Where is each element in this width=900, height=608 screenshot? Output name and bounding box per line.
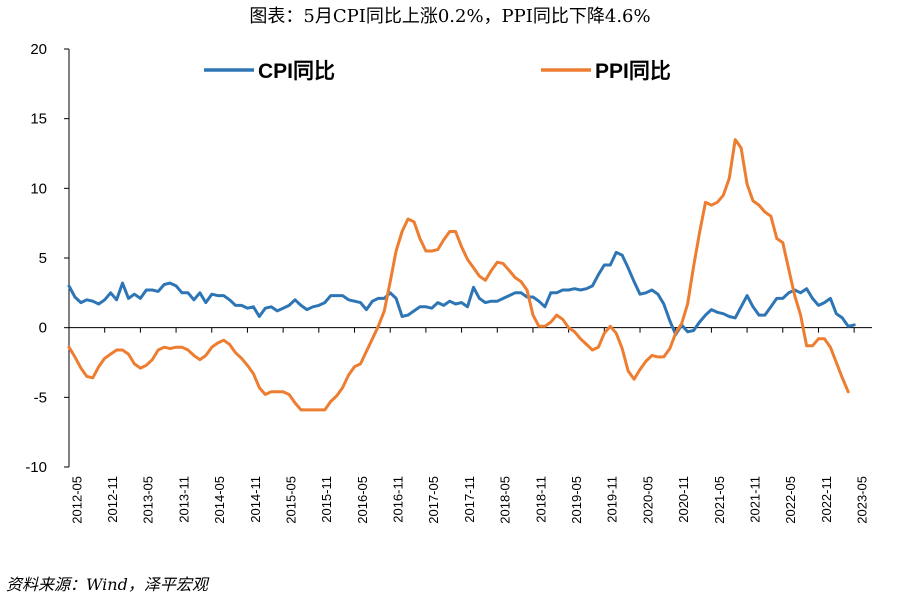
x-tick-label: 2016-05 (355, 476, 370, 524)
axes: -10 -5 0 5 10 15 20 2012-05 2012-11 2013-05 2013-1… (25, 41, 872, 524)
x-tick-label: 2014-11 (248, 476, 263, 523)
y-tick-label: 20 (30, 41, 47, 58)
x-tick-label: 2015-05 (283, 476, 298, 524)
chart-title: 图表：5月CPI同比上涨0.2%，PPI同比下降4.6% (249, 6, 651, 27)
x-tick-label: 2021-11 (747, 476, 762, 523)
legend: CPI同比 PPI同比 (204, 60, 671, 83)
y-tick-label: 10 (30, 180, 47, 197)
x-tick-label: 2012-05 (69, 476, 84, 524)
legend-label-ppi: PPI同比 (595, 60, 671, 83)
x-tick-label: 2023-05 (855, 476, 870, 524)
y-tick-label: -10 (25, 459, 47, 476)
x-tick-label: 2022-11 (819, 476, 834, 523)
x-tick-label: 2020-11 (676, 476, 691, 523)
y-tick-label: 15 (30, 111, 47, 128)
x-tick-label: 2016-11 (391, 476, 406, 523)
x-tick-label: 2019-05 (569, 476, 584, 524)
x-tick-label: 2015-11 (319, 476, 334, 523)
legend-label-cpi: CPI同比 (258, 60, 335, 83)
x-tick-label: 2017-11 (462, 476, 477, 523)
x-tick-label: 2018-11 (533, 476, 548, 523)
x-tick-label: 2019-11 (605, 476, 620, 523)
series-layer (67, 138, 856, 412)
x-tick-label: 2013-05 (141, 476, 156, 524)
x-tick-label: 2013-11 (176, 476, 191, 523)
x-tick-label: 2020-05 (640, 476, 655, 524)
x-tick-label: 2012-11 (105, 476, 120, 523)
x-tick-label: 2018-05 (498, 476, 513, 524)
y-tick-label: -5 (34, 389, 47, 406)
series-line-ppi (67, 138, 850, 412)
y-tick-label: 5 (39, 250, 47, 267)
x-tick-label: 2022-05 (783, 476, 798, 524)
y-tick-label: 0 (39, 320, 47, 337)
x-tick-label: 2014-05 (212, 476, 227, 524)
x-tick-label: 2021-05 (712, 476, 727, 524)
source-note: 资料来源：Wind，泽平宏观 (6, 575, 208, 594)
series-line-cpi (67, 250, 856, 337)
x-tick-label: 2017-05 (426, 476, 441, 524)
